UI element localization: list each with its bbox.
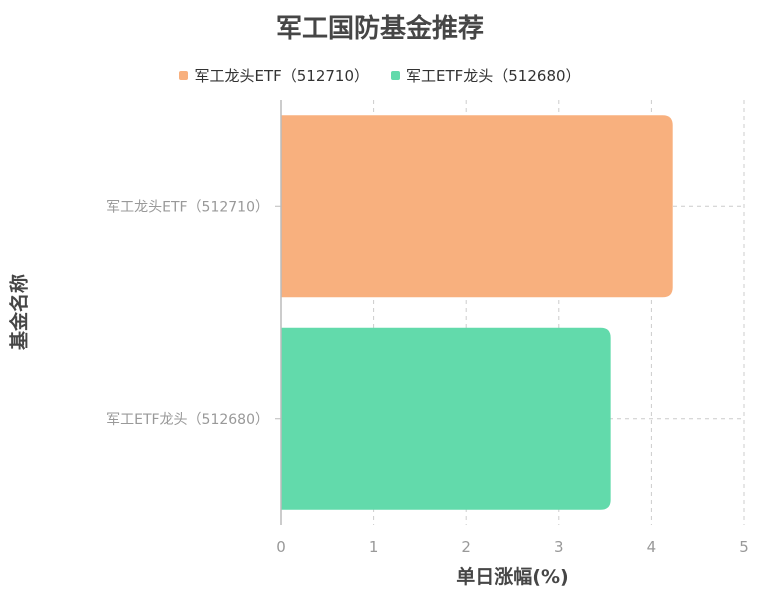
y-tick-label: 军工ETF龙头（512680） [106,412,269,428]
legend-swatch [391,71,400,80]
x-tick-label: 2 [461,538,471,556]
x-tick-label: 4 [647,538,657,556]
legend-label: 军工ETF龙头（512680） [406,67,581,85]
bar-2 [281,327,611,510]
chart-title: 军工国防基金推荐 [275,14,484,44]
legend: 军工龙头ETF（512710） 军工ETF龙头（512680） [0,65,760,86]
x-axis-label: 单日涨幅(%) [456,566,569,588]
legend-item-512680[interactable]: 军工ETF龙头（512680） [391,65,581,86]
x-tick-label: 1 [369,538,379,556]
y-axis-label: 基金名称 [8,274,31,351]
y-tick-label: 军工龙头ETF（512710） [106,199,269,215]
legend-swatch [179,71,189,80]
bar-1 [281,115,673,298]
x-tick-label: 5 [739,538,749,556]
x-tick-label: 0 [276,538,286,556]
legend-label: 军工龙头ETF（512710） [194,67,369,85]
x-tick-label: 3 [554,538,564,556]
legend-item-512710[interactable]: 军工龙头ETF（512710） [179,65,369,86]
